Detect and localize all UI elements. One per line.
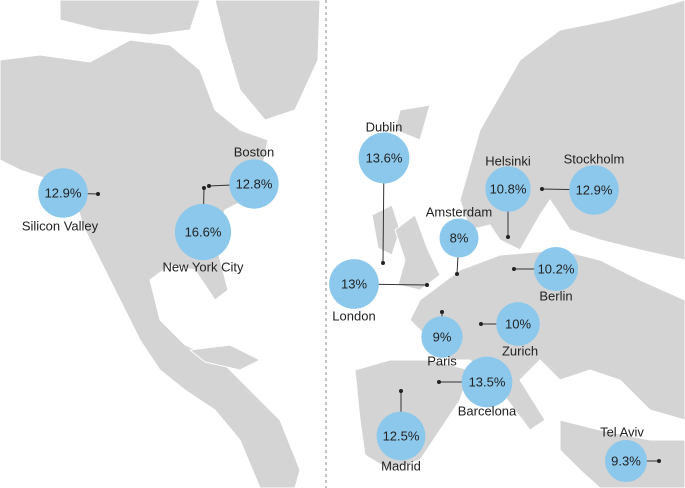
bubble-label: 9%: [433, 329, 452, 344]
city-dot: [440, 310, 444, 314]
bubble-label: 16.6%: [185, 224, 222, 239]
bubble-label: 9.3%: [611, 453, 641, 468]
city-label: Helsinki: [485, 153, 531, 168]
city-label: Paris: [427, 353, 457, 368]
bubble-label: 13.5%: [469, 374, 506, 389]
city-dot: [425, 283, 429, 287]
city-dot: [399, 389, 403, 393]
city-dot: [512, 267, 516, 271]
city-label: Amsterdam: [426, 204, 492, 219]
bubble: [38, 168, 88, 218]
bubble: [376, 411, 426, 461]
city-dot: [540, 187, 544, 191]
city-label: Barcelona: [458, 403, 517, 418]
city-dot: [506, 235, 510, 239]
bubble: [604, 439, 648, 483]
bubble-label: 12.9%: [45, 185, 82, 200]
bubble: [485, 166, 531, 212]
bubble-label: 12.8%: [236, 176, 273, 191]
bubble-label: 10.2%: [538, 261, 575, 276]
city-label: Silicon Valley: [22, 218, 99, 233]
bubble-label: 13%: [341, 276, 367, 291]
bubble: [461, 356, 513, 408]
city-dot: [479, 322, 483, 326]
city-dot: [207, 184, 211, 188]
city-label: New York City: [163, 259, 244, 274]
city-label: Stockholm: [564, 151, 625, 166]
city-label: Tel Aviv: [600, 424, 644, 439]
city-dot: [202, 186, 206, 190]
bubble: [229, 159, 279, 209]
city-label: Berlin: [539, 288, 572, 303]
bubble-label: 8%: [450, 230, 469, 245]
bubble-label: 12.5%: [383, 428, 420, 443]
city-label: Zurich: [502, 343, 538, 358]
city-dot: [437, 380, 441, 384]
bubble-label: 12.9%: [576, 182, 613, 197]
bubble: [533, 246, 579, 292]
city-dot: [455, 272, 459, 276]
city-dot: [381, 261, 385, 265]
bubble: [569, 165, 619, 215]
bubble: [496, 302, 540, 346]
bubble-label: 10.8%: [490, 181, 527, 196]
city-label: Madrid: [381, 458, 421, 473]
bubble: [174, 203, 232, 261]
city-label: London: [332, 308, 375, 323]
city-dot: [657, 459, 661, 463]
bubble-label: 10%: [505, 316, 531, 331]
city-label: Dublin: [366, 119, 403, 134]
bubble-label: 13.6%: [366, 150, 403, 165]
bubble: [358, 132, 410, 184]
bubble: [439, 218, 479, 258]
bubble: [329, 259, 379, 309]
bubble: [421, 316, 463, 358]
city-label: Boston: [234, 144, 274, 159]
city-dot: [96, 192, 100, 196]
